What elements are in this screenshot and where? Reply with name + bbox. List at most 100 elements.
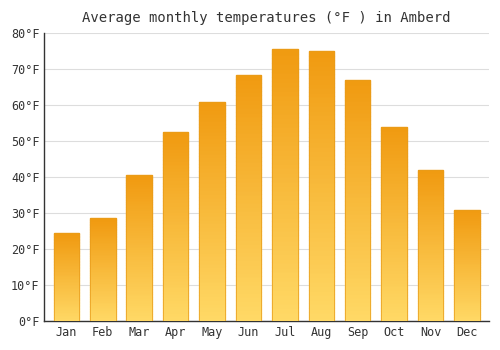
Bar — [200, 134, 225, 138]
Bar — [308, 276, 334, 281]
Bar — [54, 259, 79, 261]
Bar — [54, 293, 79, 295]
Bar — [126, 268, 152, 270]
Bar — [382, 146, 407, 149]
Bar — [454, 217, 480, 219]
Bar — [90, 218, 116, 321]
Bar — [200, 142, 225, 146]
Bar — [236, 304, 261, 309]
Bar — [90, 284, 116, 285]
Bar — [126, 294, 152, 297]
Bar — [454, 271, 480, 273]
Bar — [382, 182, 407, 185]
Bar — [163, 271, 188, 274]
Bar — [345, 176, 370, 180]
Bar — [54, 252, 79, 253]
Bar — [382, 143, 407, 146]
Bar — [345, 237, 370, 241]
Bar — [236, 136, 261, 140]
Bar — [163, 289, 188, 293]
Bar — [163, 239, 188, 242]
Bar — [272, 77, 297, 81]
Bar — [308, 146, 334, 150]
Bar — [163, 312, 188, 315]
Bar — [126, 272, 152, 275]
Bar — [272, 90, 297, 95]
Bar — [54, 279, 79, 280]
Bar — [236, 202, 261, 206]
Bar — [54, 298, 79, 299]
Bar — [308, 182, 334, 186]
Bar — [382, 253, 407, 256]
Bar — [126, 270, 152, 272]
Bar — [418, 298, 444, 301]
Bar — [54, 274, 79, 275]
Bar — [418, 243, 444, 245]
Bar — [454, 282, 480, 284]
Bar — [200, 160, 225, 164]
Bar — [382, 214, 407, 217]
Bar — [200, 193, 225, 197]
Bar — [418, 233, 444, 236]
Bar — [54, 257, 79, 258]
Bar — [90, 259, 116, 261]
Bar — [345, 317, 370, 321]
Bar — [236, 75, 261, 79]
Bar — [90, 241, 116, 243]
Bar — [236, 251, 261, 255]
Bar — [200, 164, 225, 167]
Bar — [382, 282, 407, 285]
Bar — [454, 314, 480, 315]
Bar — [308, 245, 334, 249]
Bar — [126, 256, 152, 258]
Bar — [382, 188, 407, 191]
Bar — [163, 208, 188, 211]
Bar — [272, 58, 297, 63]
Bar — [345, 201, 370, 204]
Bar — [272, 199, 297, 203]
Bar — [454, 319, 480, 321]
Bar — [345, 281, 370, 285]
Bar — [90, 227, 116, 229]
Bar — [236, 247, 261, 251]
Bar — [54, 311, 79, 312]
Bar — [382, 263, 407, 266]
Bar — [308, 164, 334, 168]
Bar — [200, 105, 225, 109]
Bar — [454, 213, 480, 215]
Bar — [454, 274, 480, 277]
Bar — [345, 257, 370, 261]
Bar — [418, 266, 444, 268]
Bar — [200, 215, 225, 219]
Bar — [236, 186, 261, 190]
Bar — [345, 184, 370, 188]
Bar — [236, 280, 261, 284]
Bar — [308, 312, 334, 316]
Bar — [90, 243, 116, 244]
Bar — [236, 91, 261, 95]
Bar — [236, 120, 261, 124]
Bar — [382, 185, 407, 188]
Bar — [382, 156, 407, 159]
Bar — [345, 269, 370, 273]
Bar — [54, 290, 79, 292]
Bar — [163, 302, 188, 305]
Bar — [308, 136, 334, 141]
Bar — [454, 256, 480, 258]
Bar — [126, 311, 152, 314]
Bar — [382, 246, 407, 250]
Bar — [200, 127, 225, 131]
Bar — [418, 291, 444, 293]
Bar — [126, 302, 152, 304]
Bar — [345, 80, 370, 321]
Bar — [345, 128, 370, 132]
Bar — [345, 273, 370, 277]
Bar — [200, 102, 225, 321]
Bar — [236, 231, 261, 235]
Bar — [382, 292, 407, 295]
Bar — [345, 180, 370, 184]
Bar — [126, 316, 152, 318]
Bar — [345, 241, 370, 245]
Bar — [382, 175, 407, 178]
Bar — [54, 302, 79, 303]
